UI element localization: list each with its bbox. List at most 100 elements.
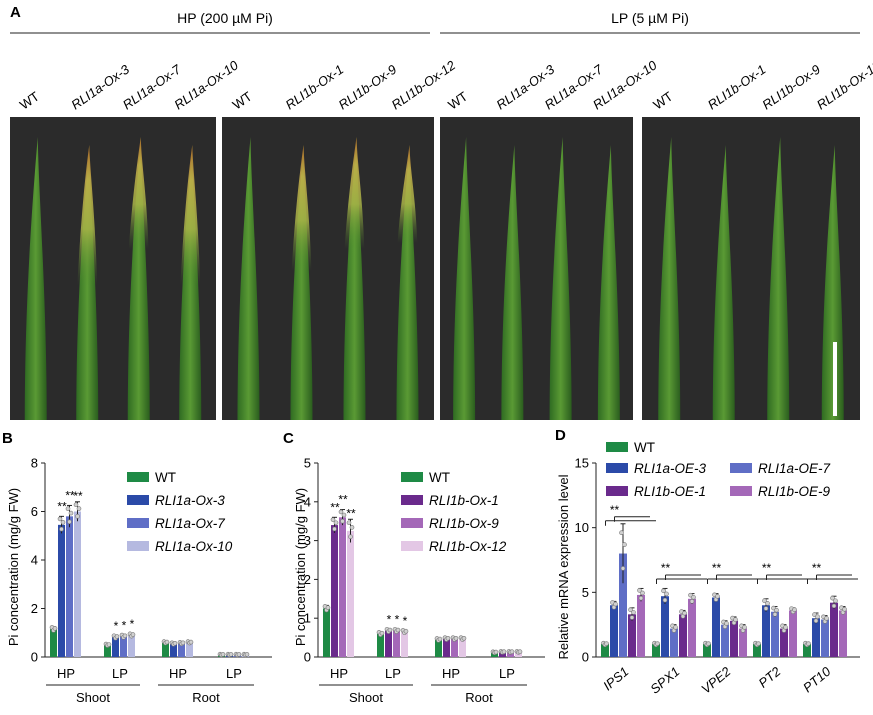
bar (739, 628, 747, 657)
data-point (73, 502, 79, 508)
bar (721, 624, 729, 657)
bar (347, 530, 354, 657)
rice-leaf (821, 145, 844, 420)
y-tick-label: 5 (304, 456, 311, 471)
significance-mark: * (395, 613, 400, 627)
bar (688, 598, 696, 657)
bar (451, 638, 458, 657)
bar (830, 602, 838, 657)
data-point (842, 606, 847, 612)
data-point (172, 640, 178, 646)
data-point (332, 526, 337, 532)
significance-mark: * (403, 614, 408, 628)
significance-mark: ** (65, 488, 75, 502)
panel-d-ylabel: Relative mRNA expression level (556, 474, 571, 659)
bar (162, 642, 169, 657)
data-point (662, 597, 668, 603)
data-point (220, 652, 226, 657)
data-point (715, 594, 720, 599)
panel-c-ylabel: Pi concentration (mg/g FW) (293, 488, 308, 646)
bar (637, 594, 645, 657)
genotype-label: RLI1b-Ox-9 (336, 62, 400, 113)
significance-mark: ** (330, 500, 340, 514)
rice-leaf (501, 145, 524, 420)
legend-swatch (127, 472, 149, 482)
bar (762, 605, 770, 657)
rice-leaf (767, 137, 790, 420)
bar (66, 516, 73, 657)
data-point (792, 607, 797, 612)
data-point (619, 530, 624, 536)
bar (401, 631, 408, 657)
data-point (437, 636, 443, 642)
legend-label: RLI1a-Ox-3 (155, 493, 225, 508)
panel-b-ylabel: Pi concentration (mg/g FW) (6, 488, 21, 646)
category-label: HP (442, 666, 460, 681)
data-point (445, 635, 451, 641)
y-tick-label: 5 (582, 585, 589, 600)
y-tick-label: 2 (304, 572, 311, 587)
data-point (453, 635, 459, 641)
category-label: LP (226, 666, 242, 681)
category-label: HP (169, 666, 187, 681)
bar (443, 638, 450, 657)
y-tick-label: 2 (31, 601, 38, 616)
data-point (762, 598, 767, 604)
data-point (774, 607, 779, 613)
data-point (833, 598, 838, 604)
rice-leaf (290, 145, 313, 420)
bar (323, 608, 330, 657)
category-label: LP (499, 666, 515, 681)
panel-b: B Pi concentration (mg/g FW) 0 2 4 6 8 HP LP HP… (2, 430, 272, 705)
data-point (706, 641, 711, 646)
data-point (689, 599, 695, 604)
group-label: Root (465, 690, 493, 705)
legend-label: RLI1b-Ox-1 (429, 493, 499, 508)
data-point (613, 601, 618, 607)
category-label: LP (112, 666, 128, 681)
data-point (164, 639, 170, 645)
bar (186, 642, 193, 657)
category-label: VPE2 (698, 663, 734, 696)
legend-swatch (401, 495, 423, 505)
data-point (340, 518, 345, 524)
significance-mark: ** (812, 561, 822, 575)
data-point (772, 612, 778, 617)
bar (331, 525, 338, 657)
data-point (765, 601, 770, 606)
bar (661, 596, 669, 657)
leaf-chlorosis (128, 137, 149, 249)
group-label: Root (192, 690, 220, 705)
significance-mark: * (114, 619, 119, 633)
legend-label: RLI1b-Ox-12 (429, 539, 507, 554)
rice-leaf (453, 137, 476, 420)
data-point (346, 520, 352, 526)
y-tick-label: 10 (575, 520, 589, 535)
rice-leaf (127, 137, 150, 420)
data-point (244, 652, 250, 657)
panel-c-label: C (283, 430, 294, 447)
data-point (59, 526, 64, 532)
bar (120, 636, 127, 657)
legend-label: WT (429, 470, 450, 485)
significance-mark: ** (346, 506, 356, 520)
bar (703, 644, 711, 657)
panel-c: C Pi concentration (mg/g FW) 0 1 2 3 4 5 HP LP H… (283, 430, 545, 705)
bar (839, 610, 847, 657)
y-tick-label: 8 (31, 456, 38, 471)
leaf-chlorosis (291, 145, 312, 271)
legend-swatch (127, 518, 149, 528)
data-point (691, 594, 696, 600)
bar (619, 553, 627, 657)
data-point (379, 630, 385, 636)
bar (377, 633, 384, 657)
bar (339, 517, 346, 657)
bar (128, 635, 135, 657)
legend-swatch (401, 541, 423, 551)
data-point (236, 652, 242, 657)
y-tick-label: 4 (304, 494, 311, 509)
y-tick-label: 0 (304, 650, 311, 665)
bar (385, 630, 392, 657)
